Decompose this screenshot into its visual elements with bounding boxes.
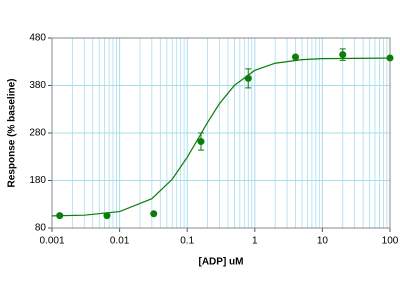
data-point: [197, 138, 205, 146]
fit-curve: [51, 57, 391, 217]
plot-frame: [51, 37, 391, 229]
x-tick-label: 100: [382, 236, 399, 247]
data-point: [56, 212, 64, 220]
y-tick-label: 180: [29, 175, 46, 186]
data-point: [291, 53, 299, 61]
x-tick-label: 0.1: [180, 236, 194, 247]
x-axis-label: [ADP] uM: [199, 257, 244, 268]
data-point: [386, 54, 394, 62]
data-point: [103, 212, 111, 220]
x-tick-label: 1: [252, 236, 258, 247]
y-axis-label: Response (% baseline): [7, 79, 18, 188]
x-tick-label: 10: [317, 236, 329, 247]
data-point: [244, 74, 252, 82]
x-tick-label: 0.01: [110, 236, 130, 247]
x-tick-label: 0.001: [39, 236, 64, 247]
y-tick-label: 280: [29, 128, 46, 139]
y-tick-label: 380: [29, 80, 46, 91]
data-point: [339, 51, 347, 59]
y-tick-label: 80: [35, 223, 47, 234]
data-point: [150, 210, 158, 218]
y-tick-label: 480: [29, 33, 46, 44]
